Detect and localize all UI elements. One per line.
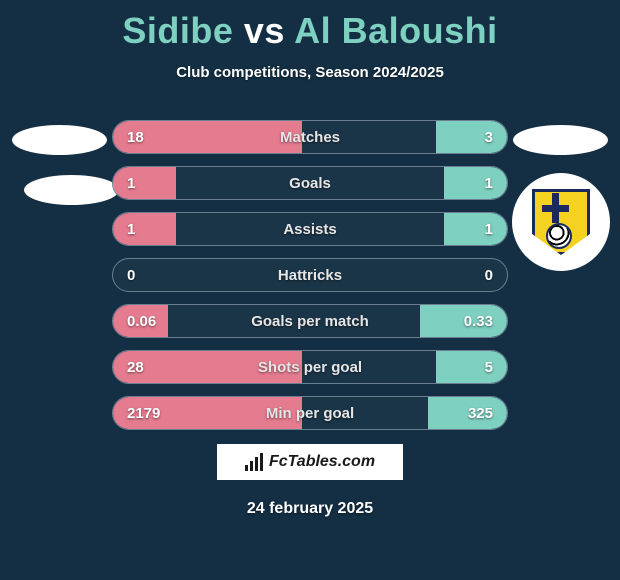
stats-table: 18Matches31Goals11Assists10Hattricks00.0… xyxy=(112,120,508,442)
stat-value-right: 3 xyxy=(447,129,507,146)
stat-label: Hattricks xyxy=(173,267,447,284)
stat-value-left: 1 xyxy=(113,175,173,192)
stat-value-right: 5 xyxy=(447,359,507,376)
club-badge-icon xyxy=(532,189,590,255)
stat-value-right: 0.33 xyxy=(447,313,507,330)
stat-value-left: 28 xyxy=(113,359,173,376)
stat-label: Matches xyxy=(173,129,447,146)
stat-value-left: 2179 xyxy=(113,405,173,422)
snapshot-date: 24 february 2025 xyxy=(0,500,620,518)
stat-value-left: 0.06 xyxy=(113,313,173,330)
stat-value-left: 1 xyxy=(113,221,173,238)
left-avatar-ellipse-1 xyxy=(12,125,107,155)
stat-label: Min per goal xyxy=(173,405,447,422)
comparison-title: Sidibe vs Al Baloushi xyxy=(0,0,620,52)
logo-text: FcTables.com xyxy=(269,453,375,471)
right-club-badge-avatar xyxy=(512,173,610,271)
stat-row: 2179Min per goal325 xyxy=(112,396,508,430)
stat-row: 1Assists1 xyxy=(112,212,508,246)
stat-value-right: 1 xyxy=(447,221,507,238)
stat-row: 1Goals1 xyxy=(112,166,508,200)
player1-name: Sidibe xyxy=(122,10,233,51)
stat-value-left: 18 xyxy=(113,129,173,146)
fctables-logo: FcTables.com xyxy=(217,444,403,480)
season-subtitle: Club competitions, Season 2024/2025 xyxy=(0,64,620,81)
logo-bars-icon xyxy=(245,453,263,471)
stat-label: Goals xyxy=(173,175,447,192)
stat-row: 28Shots per goal5 xyxy=(112,350,508,384)
stat-value-right: 325 xyxy=(447,405,507,422)
stat-value-left: 0 xyxy=(113,267,173,284)
left-avatar-ellipse-2 xyxy=(24,175,119,205)
stat-row: 18Matches3 xyxy=(112,120,508,154)
stat-row: 0Hattricks0 xyxy=(112,258,508,292)
stat-label: Goals per match xyxy=(173,313,447,330)
right-avatar-ellipse xyxy=(513,125,608,155)
stat-label: Assists xyxy=(173,221,447,238)
stat-label: Shots per goal xyxy=(173,359,447,376)
stat-value-right: 0 xyxy=(447,267,507,284)
vs-separator: vs xyxy=(244,10,285,51)
player2-name: Al Baloushi xyxy=(294,10,498,51)
stat-row: 0.06Goals per match0.33 xyxy=(112,304,508,338)
stat-value-right: 1 xyxy=(447,175,507,192)
